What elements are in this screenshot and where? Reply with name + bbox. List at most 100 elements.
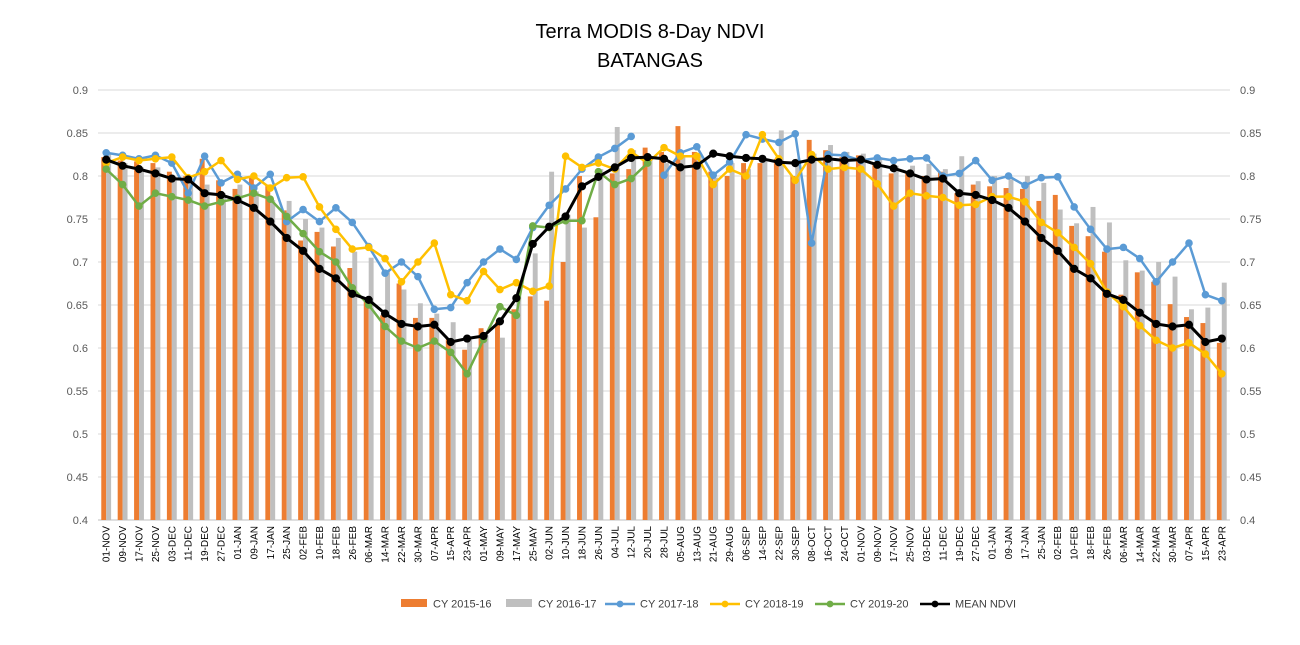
- bar-cy-2015-16: [1036, 200, 1042, 520]
- x-tick-label: 25-JAN: [282, 526, 293, 559]
- bar-cy-2015-16: [1052, 194, 1058, 521]
- legend-marker: [616, 600, 624, 608]
- bar-cy-2015-16: [921, 176, 927, 520]
- point-mean-ndvi: [676, 163, 685, 172]
- point-mean-ndvi: [643, 152, 652, 162]
- point-cy-2018-19: [955, 201, 964, 210]
- y-tick-label-left: 0.85: [67, 128, 88, 140]
- point-cy-2018-19: [332, 225, 340, 234]
- point-mean-ndvi: [1184, 320, 1194, 329]
- point-cy-2018-19: [545, 282, 553, 290]
- point-mean-ndvi: [233, 195, 242, 205]
- point-cy-2018-19: [479, 267, 488, 276]
- x-tick-label: 02-JUN: [545, 526, 556, 560]
- bar-cy-2016-17: [1090, 206, 1096, 520]
- point-cy-2017-18: [299, 205, 307, 214]
- bar-cy-2015-16: [659, 151, 664, 521]
- point-mean-ndvi: [1102, 289, 1112, 298]
- x-tick-label: 11-DEC: [184, 526, 195, 561]
- x-tick-label: 02-FEB: [1053, 526, 1064, 560]
- x-tick-label: 01-MAY: [479, 526, 490, 562]
- bar-cy-2016-17: [1123, 260, 1129, 520]
- point-mean-ndvi: [545, 222, 554, 231]
- bar-series: [101, 126, 1227, 521]
- point-cy-2018-19: [496, 285, 504, 294]
- bar-cy-2016-17: [598, 169, 604, 520]
- point-cy-2018-19: [742, 172, 750, 180]
- bar-cy-2015-16: [150, 163, 156, 520]
- legend-label: CY 2015-16: [433, 599, 492, 611]
- x-tick-label: 18-FEB: [331, 526, 342, 560]
- legend-marker: [931, 600, 939, 608]
- x-tick-label: 09-JAN: [249, 526, 260, 559]
- point-cy-2017-18: [627, 132, 635, 141]
- point-cy-2018-19: [1152, 336, 1160, 345]
- point-cy-2017-18: [873, 154, 882, 162]
- point-cy-2017-18: [315, 217, 324, 226]
- bar-cy-2015-16: [609, 173, 615, 521]
- point-cy-2018-19: [364, 243, 373, 252]
- point-cy-2019-20: [332, 258, 340, 266]
- bar-cy-2016-17: [828, 145, 833, 521]
- x-tick-label: 01-NOV: [102, 526, 113, 562]
- bar-cy-2016-17: [1008, 179, 1014, 520]
- point-mean-ndvi: [1135, 308, 1144, 317]
- legend-item: CY 2017-18: [605, 599, 699, 611]
- point-mean-ndvi: [1086, 274, 1095, 283]
- point-cy-2018-19: [1021, 198, 1029, 206]
- point-cy-2019-20: [430, 337, 439, 345]
- bar-cy-2015-16: [462, 349, 468, 520]
- bar-cy-2016-17: [122, 163, 128, 520]
- point-cy-2018-19: [528, 287, 537, 296]
- bar-cy-2016-17: [499, 337, 505, 520]
- point-mean-ndvi: [364, 295, 373, 304]
- y-tick-label-right: 0.7: [1240, 257, 1255, 269]
- x-tick-label: 04-JUL: [610, 526, 621, 559]
- point-mean-ndvi: [955, 189, 964, 198]
- legend-item: CY 2016-17: [506, 599, 597, 611]
- bar-cy-2016-17: [680, 157, 686, 520]
- bar-cy-2016-17: [992, 176, 998, 520]
- point-cy-2019-20: [266, 195, 275, 204]
- point-cy-2019-20: [184, 196, 193, 204]
- bar-cy-2016-17: [516, 296, 522, 520]
- bar-cy-2015-16: [1216, 342, 1222, 520]
- legend-label: CY 2017-18: [640, 599, 699, 611]
- x-tick-label: 13-AUG: [692, 526, 703, 562]
- bar-cy-2015-16: [773, 158, 779, 521]
- point-mean-ndvi: [249, 203, 258, 212]
- bar-cy-2016-17: [1188, 309, 1194, 520]
- bar-cy-2016-17: [696, 154, 702, 520]
- bar-cy-2015-16: [577, 176, 582, 520]
- point-mean-ndvi: [627, 153, 636, 163]
- point-cy-2018-19: [857, 165, 865, 173]
- point-mean-ndvi: [692, 161, 701, 170]
- x-tick-label: 01-JAN: [988, 526, 999, 559]
- x-tick-label: 06-MAR: [364, 526, 375, 563]
- point-cy-2018-19: [446, 290, 455, 299]
- point-cy-2019-20: [135, 202, 143, 210]
- legend-marker: [826, 600, 834, 608]
- x-tick-label: 09-MAY: [495, 526, 506, 562]
- point-cy-2018-19: [660, 143, 668, 152]
- x-tick-label: 25-NOV: [906, 526, 917, 562]
- point-mean-ndvi: [1070, 264, 1079, 273]
- point-cy-2018-19: [873, 179, 882, 188]
- point-mean-ndvi: [856, 155, 865, 164]
- point-mean-ndvi: [479, 331, 488, 341]
- bar-cy-2015-16: [511, 309, 517, 520]
- bar-cy-2015-16: [855, 155, 861, 521]
- point-mean-ndvi: [184, 175, 193, 184]
- legend-swatch: [506, 599, 532, 607]
- point-cy-2018-19: [118, 153, 127, 161]
- bar-cy-2015-16: [101, 157, 107, 520]
- x-tick-label: 27-DEC: [971, 526, 982, 562]
- bar-cy-2015-16: [1200, 323, 1206, 520]
- line-series: [102, 130, 1226, 378]
- point-mean-ndvi: [1004, 203, 1013, 212]
- y-tick-label-left: 0.8: [73, 171, 88, 183]
- point-mean-ndvi: [873, 160, 882, 169]
- bar-cy-2016-17: [795, 158, 801, 521]
- point-cy-2019-20: [463, 370, 471, 378]
- point-cy-2017-18: [1168, 258, 1177, 266]
